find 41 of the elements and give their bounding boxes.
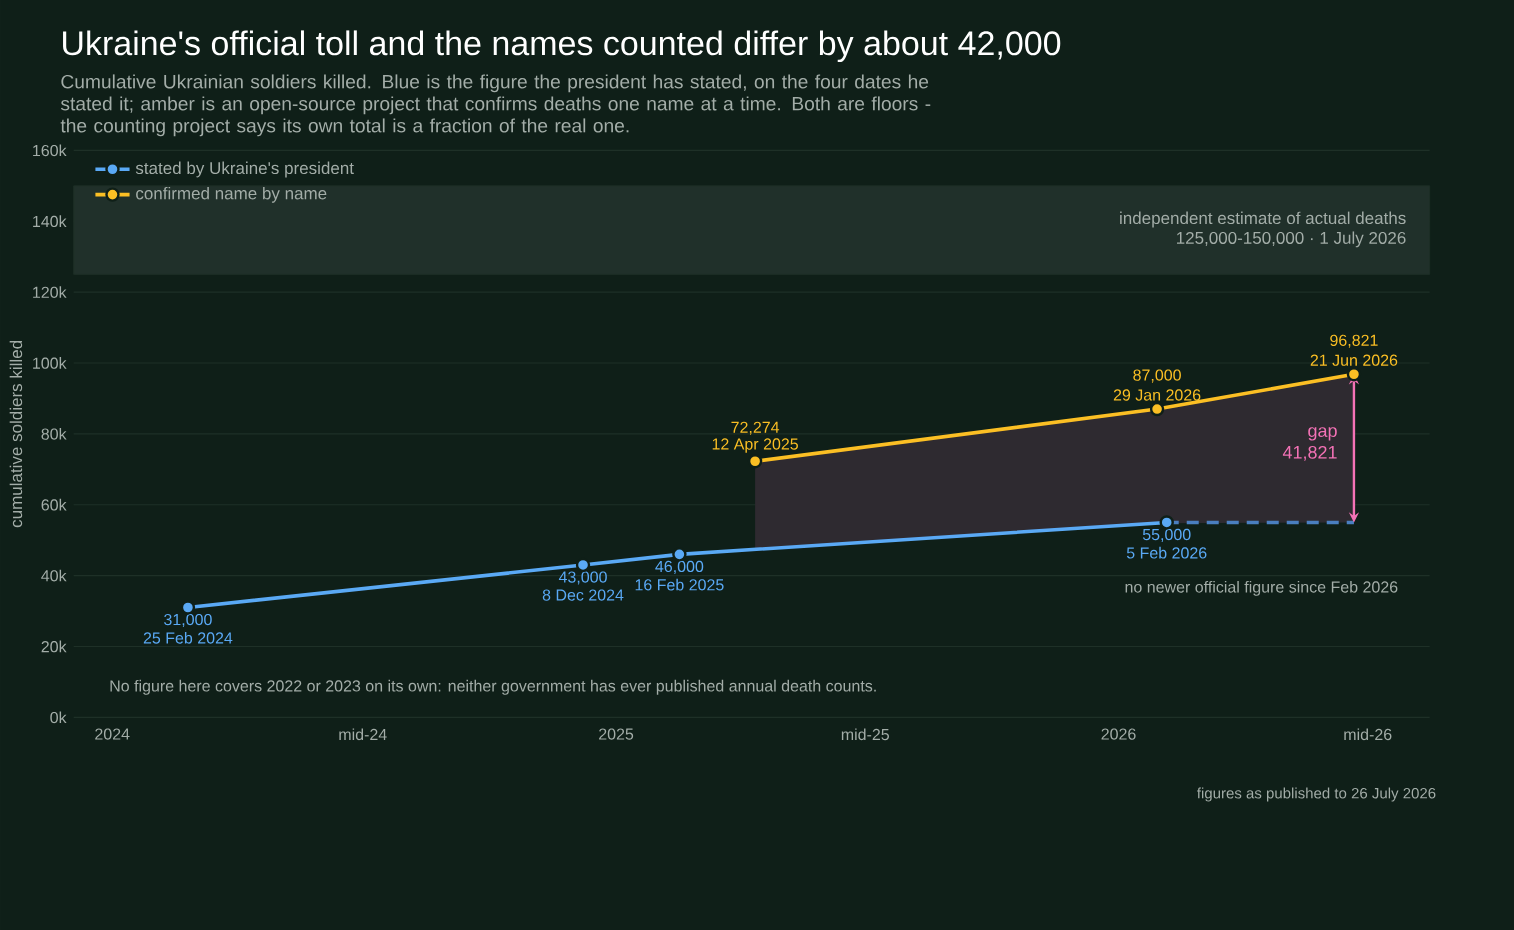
- data-label: 46,000: [655, 560, 704, 574]
- annotation: 29 Jan 2026: [1113, 389, 1201, 401]
- annotation: 16 Feb 2025: [635, 578, 724, 591]
- y-tick-label: 160k: [33, 144, 67, 157]
- data-label: 55,000: [1142, 528, 1191, 543]
- annotation: gap: [1308, 427, 1337, 441]
- data-label: 87,000: [1133, 369, 1181, 383]
- annotation: 8 Dec 2024: [542, 589, 624, 601]
- data-label: 31,000: [164, 613, 212, 628]
- x-tick-label: 2026: [1101, 728, 1136, 740]
- annotation: 5 Feb 2026: [1126, 546, 1207, 559]
- y-tick-label: 140k: [33, 215, 67, 228]
- x-tick-label: 2025: [599, 728, 634, 740]
- y-tick-label: 40k: [41, 569, 67, 582]
- y-axis-title: cumulative soldiers killed: [9, 340, 23, 528]
- annotation: 125,000-150,000 · 1 July 2026: [1177, 231, 1406, 248]
- y-tick-label: 60k: [41, 498, 67, 511]
- data-label: 72,274: [731, 421, 780, 435]
- x-tick-label: mid-25: [841, 728, 889, 741]
- x-tick-label: 2024: [95, 728, 130, 740]
- y-tick-label: 0k: [50, 711, 67, 724]
- y-tick-label: 80k: [41, 427, 67, 440]
- data-label: 43,000: [558, 571, 607, 585]
- x-tick-label: mid-24: [339, 728, 387, 741]
- y-tick-label: 120k: [33, 286, 67, 298]
- y-tick-label: 100k: [33, 357, 67, 369]
- data-label: 96,821: [1330, 334, 1378, 348]
- annotation: 25 Feb 2024: [143, 631, 233, 644]
- annotation: 21 Jun 2026: [1310, 354, 1398, 366]
- legend-label: confirmed name by name: [136, 186, 327, 203]
- legend-label: stated by Ukraine's president: [135, 161, 354, 178]
- annotation: no newer official figure since Feb 2026: [1125, 580, 1398, 596]
- band-label: independent estimate of actual deaths: [1120, 211, 1406, 228]
- annotation: 12 Apr 2025: [712, 438, 798, 453]
- y-tick-label: 20k: [41, 640, 67, 653]
- annotation: No figure here covers 2022 or 2023 on its own: neither government has ever published annual death counts.: [110, 679, 876, 695]
- text: figures as published to 26 July 2026: [1197, 787, 1436, 802]
- chart-title: Ukraine's official toll and the names counted differ by about 42,000: [63, 30, 1061, 63]
- annotation: 41,821: [1282, 445, 1337, 461]
- chart-subtitle: Cumulative Ukrainian soldiers killed. Blue is the figure the president has stated, on the four dates he stated it; amber is an open-source project that confirms deaths one name at a time. Both are floors - the counting project says its own total is a fraction of the real one.: [60, 74, 931, 137]
- x-tick-label: mid-26: [1344, 728, 1392, 741]
